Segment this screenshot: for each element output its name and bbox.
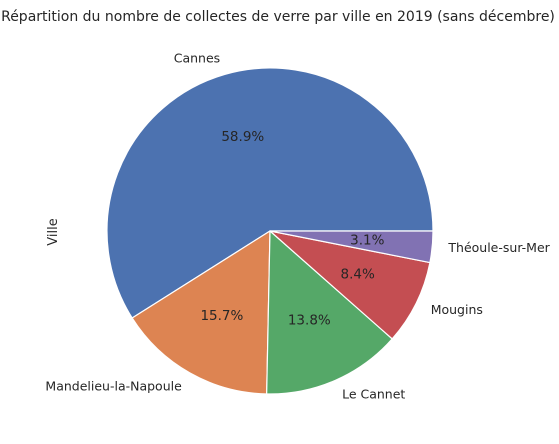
pie-slice-cannes bbox=[106, 67, 434, 319]
chart-title: Répartition du nombre de collectes de ve… bbox=[1, 9, 555, 25]
pie-slice-le-cannet bbox=[266, 230, 393, 395]
slice-percent-le-cannet: 13.8% bbox=[288, 313, 331, 329]
pie-slice-mougins bbox=[269, 230, 431, 340]
pie-labels: Cannes 58.9% Mandelieu-la-Napoule 15.7% Le C… bbox=[45, 50, 550, 401]
slice-label-cannes: Cannes bbox=[174, 50, 220, 65]
slice-percent-cannes: 58.9% bbox=[221, 129, 264, 145]
pie-slice-mandelieu-la-napoule bbox=[131, 230, 271, 395]
pie-slices bbox=[106, 67, 434, 395]
y-axis-label: Ville bbox=[46, 218, 61, 245]
slice-label-mandelieu-la-napoule: Mandelieu-la-Napoule bbox=[45, 379, 182, 394]
slice-label-mougins: Mougins bbox=[431, 302, 483, 317]
pie-slice-theoule-sur-mer bbox=[269, 230, 434, 264]
slice-percent-theoule-sur-mer: 3.1% bbox=[350, 233, 384, 249]
slice-label-le-cannet: Le Cannet bbox=[342, 387, 405, 402]
slice-percent-mougins: 8.4% bbox=[341, 266, 375, 282]
slice-percent-mandelieu-la-napoule: 15.7% bbox=[200, 308, 243, 324]
slice-label-theoule-sur-mer: Théoule-sur-Mer bbox=[447, 240, 550, 255]
